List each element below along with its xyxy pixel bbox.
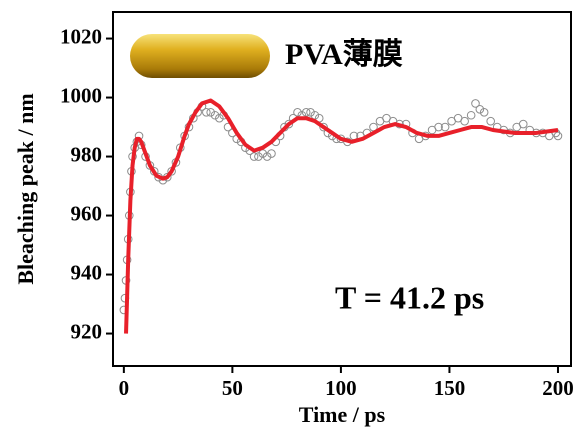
data-point (293, 108, 302, 117)
x-tick-label: 150 (434, 376, 466, 400)
y-tick-label: 1020 (60, 24, 102, 48)
data-point (284, 119, 294, 129)
data-point (158, 175, 168, 185)
y-tick-label: 980 (71, 142, 103, 166)
data-point (306, 108, 315, 117)
data-point (434, 122, 443, 132)
data-point (267, 149, 276, 158)
data-point (319, 122, 328, 132)
data-point (254, 152, 263, 161)
y-tick-label: 920 (71, 319, 103, 343)
data-point (553, 131, 563, 141)
data-point (206, 108, 215, 117)
data-point (249, 152, 259, 161)
data-point (460, 116, 469, 126)
data-point (518, 119, 528, 129)
plot-frame (112, 11, 572, 367)
annotation: T = 41.2 ps (335, 279, 484, 315)
y-axis-label: Bleaching peak / nm (13, 93, 38, 284)
x-tick-label: 100 (325, 376, 357, 400)
plot-area (119, 98, 563, 334)
x-tick-label: 0 (119, 376, 130, 400)
y-tick-label: 960 (71, 201, 103, 225)
data-point (210, 110, 220, 120)
data-point (471, 99, 480, 108)
fit-line (124, 98, 559, 334)
data-point (466, 110, 476, 120)
data-point (301, 108, 311, 117)
y-tick-label: 1000 (60, 83, 102, 107)
gold-rod-icon (130, 34, 270, 78)
data-point (440, 122, 450, 132)
data-point (486, 116, 495, 126)
y-tick-label: 940 (71, 260, 103, 284)
x-tick-label: 200 (542, 376, 574, 400)
data-point (215, 113, 224, 123)
data-point (262, 152, 272, 161)
x-tick-label: 50 (222, 376, 243, 400)
data-point (202, 108, 211, 117)
x-axis-label: Time / ps (299, 402, 386, 427)
annotation: PVA薄膜 (285, 38, 403, 71)
data-point (475, 105, 485, 114)
data-point (479, 108, 489, 117)
